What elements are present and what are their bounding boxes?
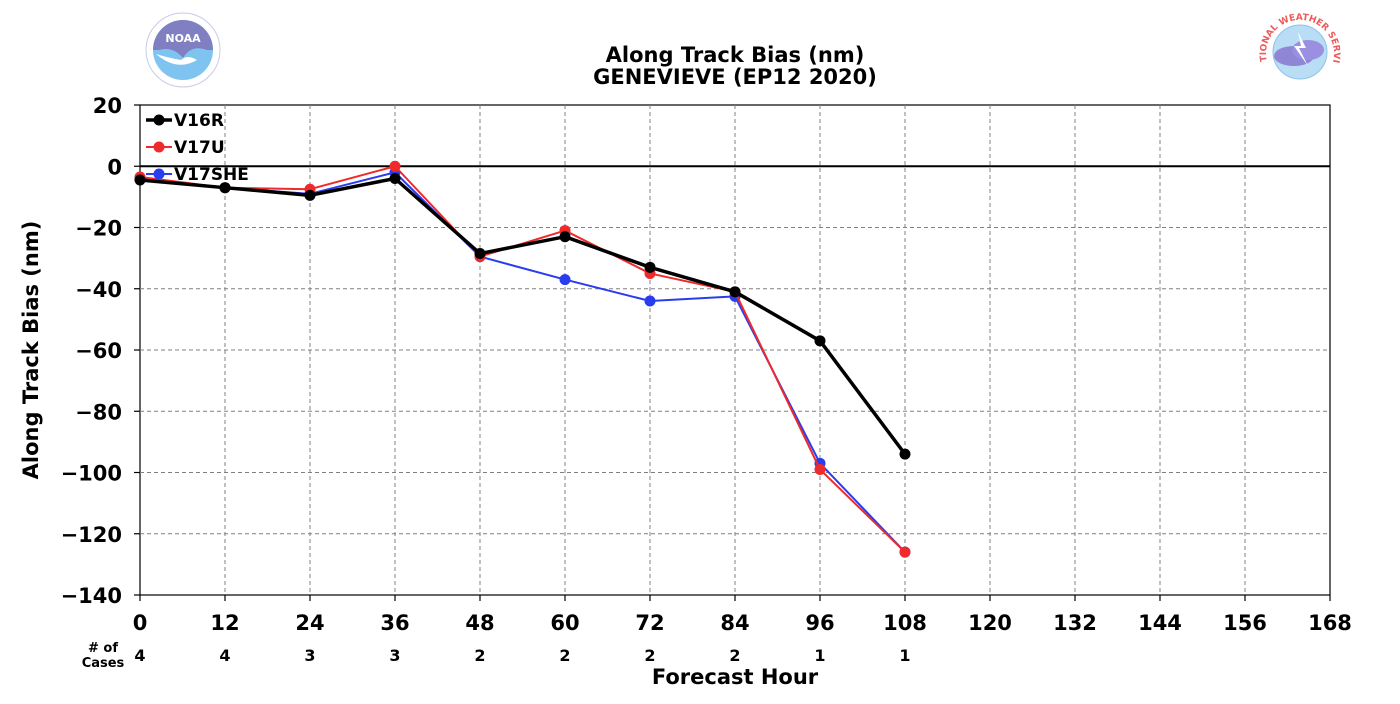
y-axis-label: Along Track Bias (nm) xyxy=(19,221,43,480)
y-tick-label: −140 xyxy=(61,584,122,608)
data-point xyxy=(389,173,401,184)
case-count: 2 xyxy=(644,646,655,665)
case-count: 2 xyxy=(729,646,740,665)
x-tick-label: 72 xyxy=(635,611,664,635)
data-point xyxy=(644,261,656,273)
case-count: 4 xyxy=(219,646,230,665)
y-tick-label: −120 xyxy=(61,523,122,547)
y-tick-label: 0 xyxy=(107,155,122,179)
x-tick-label: 108 xyxy=(883,611,927,635)
y-tick-label: −60 xyxy=(75,339,122,363)
data-point xyxy=(219,182,231,194)
case-count: 1 xyxy=(899,646,910,665)
x-tick-label: 84 xyxy=(720,611,749,635)
y-tick-labels: 20 0 −20 −40 −60 −80 −100 −120 −140 xyxy=(61,94,140,608)
data-point xyxy=(899,546,911,558)
x-tick-label: 132 xyxy=(1053,611,1097,635)
case-count: 2 xyxy=(474,646,485,665)
x-tick-label: 60 xyxy=(550,611,579,635)
data-point xyxy=(814,463,826,475)
y-tick-label: −100 xyxy=(61,462,122,486)
noaa-logo-text: NOAA xyxy=(165,32,201,45)
noaa-logo-icon: NOAA xyxy=(145,12,221,88)
legend-marker xyxy=(153,168,165,180)
data-point xyxy=(729,286,741,298)
data-point xyxy=(559,274,571,286)
legend-marker xyxy=(153,141,165,153)
data-point xyxy=(559,231,571,243)
grid xyxy=(140,105,1330,595)
legend-label: V17SHE xyxy=(174,165,249,185)
legend-label: V16R xyxy=(174,111,224,131)
x-tick-labels: 0 12 24 36 48 60 72 84 96 108 120 132 144 156 168 xyxy=(133,595,1352,635)
legend-item-v17u: V17U xyxy=(146,138,225,158)
data-point xyxy=(389,160,401,172)
data-point xyxy=(134,174,146,186)
x-tick-label: 120 xyxy=(968,611,1012,635)
x-tick-label: 156 xyxy=(1223,611,1267,635)
legend: V16R V17U V17SHE xyxy=(146,111,249,185)
nws-logo-icon: NATIONAL WEATHER SERVICE xyxy=(1259,13,1341,90)
data-point xyxy=(644,295,656,307)
data-point xyxy=(814,335,826,347)
legend-label: V17U xyxy=(174,138,225,158)
y-tick-label: −20 xyxy=(75,217,122,241)
data-point xyxy=(899,448,911,460)
case-count: 4 xyxy=(134,646,145,665)
x-tick-label: 24 xyxy=(295,611,324,635)
data-point xyxy=(304,189,316,201)
series-line xyxy=(139,176,907,456)
case-count: 3 xyxy=(389,646,400,665)
x-tick-label: 48 xyxy=(465,611,494,635)
x-axis-label: Forecast Hour xyxy=(652,665,819,689)
y-tick-label: −80 xyxy=(75,400,122,424)
cases-label: # of xyxy=(88,641,118,656)
legend-item-v17she: V17SHE xyxy=(146,165,249,185)
x-tick-label: 144 xyxy=(1138,611,1182,635)
x-tick-label: 12 xyxy=(210,611,239,635)
x-tick-label: 168 xyxy=(1308,611,1352,635)
x-tick-label: 96 xyxy=(805,611,834,635)
x-tick-label: 36 xyxy=(380,611,409,635)
x-tick-label: 0 xyxy=(133,611,148,635)
case-count: 3 xyxy=(304,646,315,665)
series-v16r xyxy=(134,173,911,460)
y-tick-label: −40 xyxy=(75,278,122,302)
chart-title: Along Track Bias (nm) xyxy=(606,43,865,67)
cases-label: Cases xyxy=(82,656,125,671)
y-tick-label: 20 xyxy=(93,94,122,118)
series-group xyxy=(134,160,911,558)
case-count: 1 xyxy=(814,646,825,665)
chart-subtitle: GENEVIEVE (EP12 2020) xyxy=(593,65,877,89)
legend-item-v16r: V16R xyxy=(146,111,224,131)
case-count: 2 xyxy=(559,646,570,665)
data-point xyxy=(474,248,486,260)
legend-marker xyxy=(153,114,165,126)
